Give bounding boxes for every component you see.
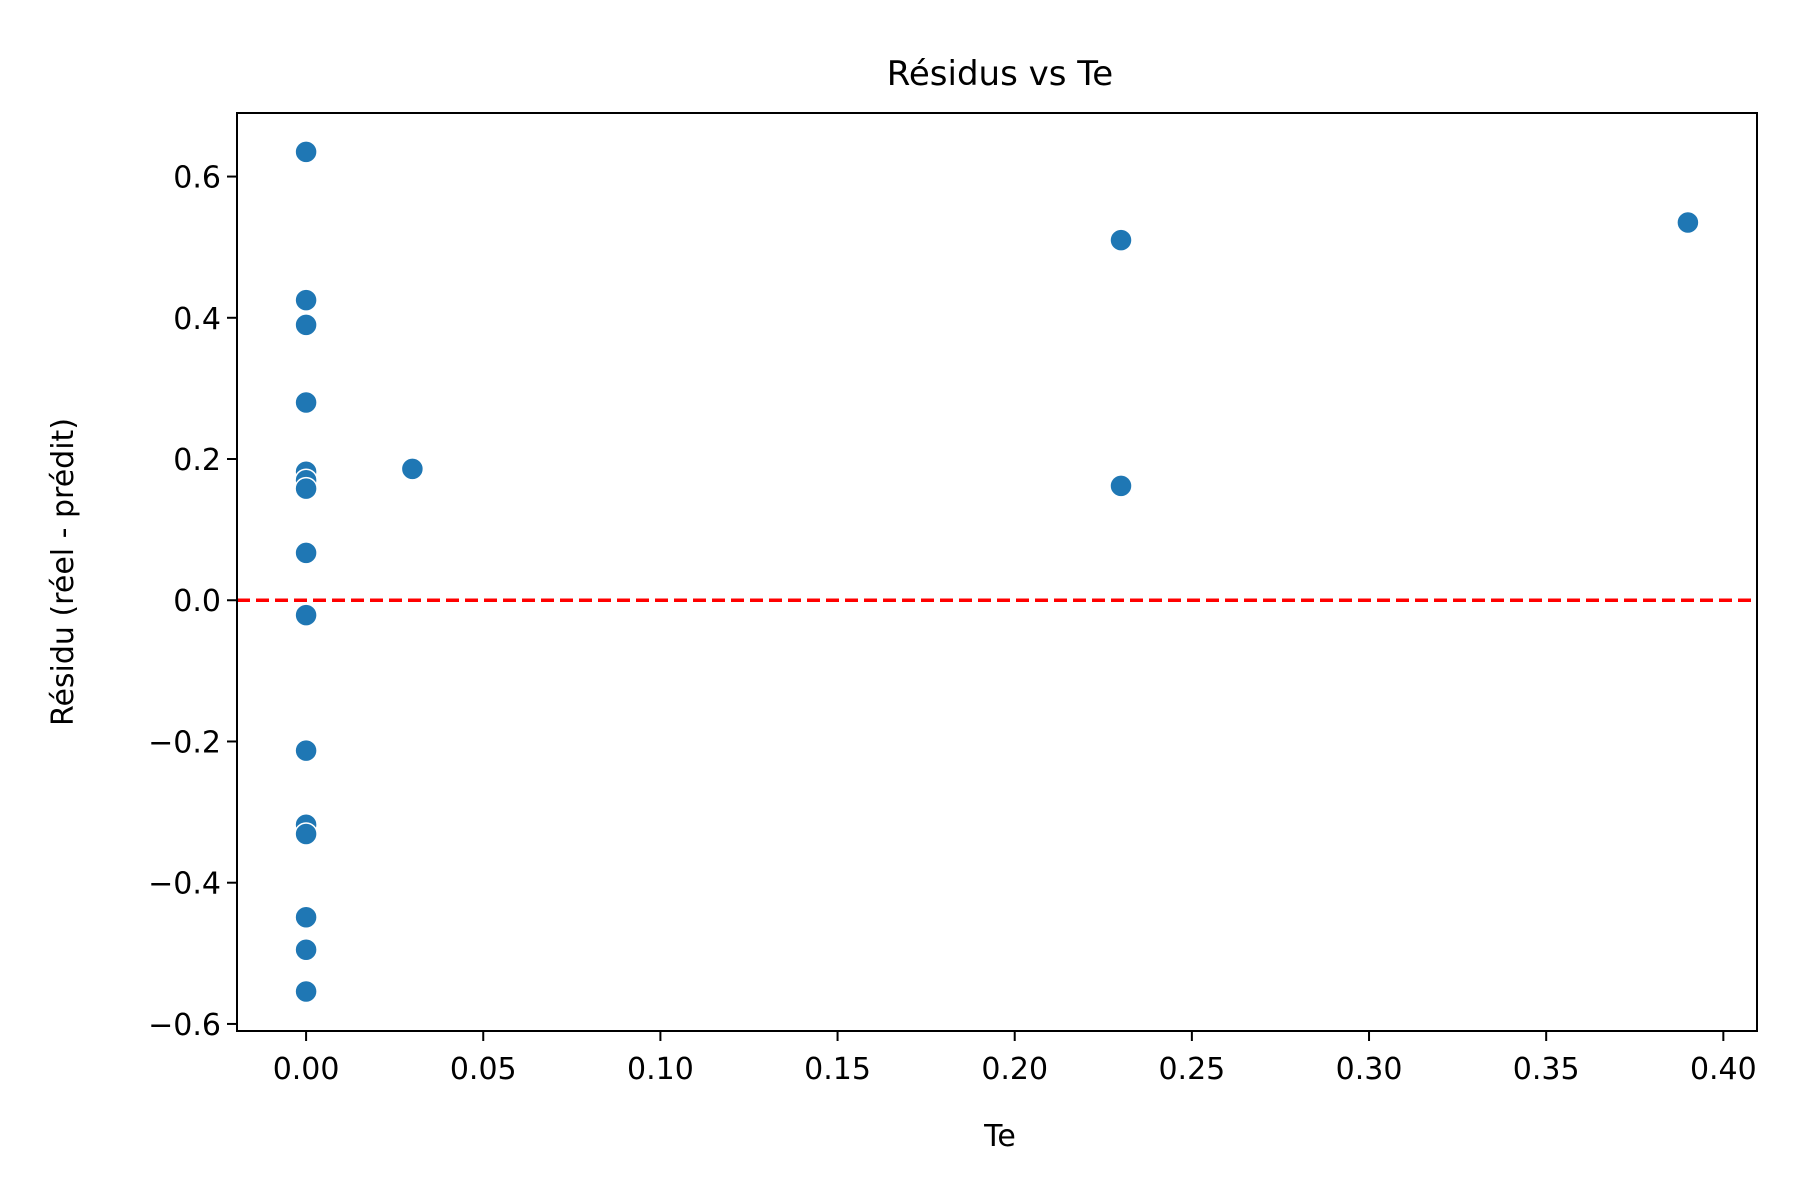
y-tick-label: −0.4 — [148, 867, 221, 902]
scatter-point — [1676, 210, 1700, 235]
scatter-point — [294, 288, 318, 312]
scatter-point — [294, 541, 318, 565]
chart-title: Résidus vs Te — [887, 54, 1113, 94]
scatter-point — [294, 738, 318, 763]
scatter-point — [294, 979, 318, 1004]
x-tick-label: 0.10 — [627, 1052, 694, 1087]
scatter-point — [1109, 228, 1133, 252]
scatter-point — [294, 390, 318, 415]
scatter-point — [294, 313, 318, 337]
scatter-point — [294, 603, 318, 627]
plot-frame — [236, 112, 1758, 1032]
scatter-point — [1109, 474, 1133, 498]
scatter-point — [294, 140, 318, 164]
scatter-point — [294, 938, 318, 962]
x-tick-label: 0.20 — [981, 1052, 1048, 1087]
y-tick-label: −0.2 — [148, 725, 221, 760]
x-tick-label: 0.15 — [804, 1052, 871, 1087]
y-tick-label: −0.6 — [148, 1008, 221, 1043]
x-tick-label: 0.05 — [450, 1052, 517, 1087]
scatter-point — [400, 457, 425, 481]
y-axis-label: Résidu (réel - prédit) — [46, 418, 81, 726]
x-tick-label: 0.40 — [1690, 1052, 1757, 1087]
y-tick-label: 0.4 — [173, 302, 221, 337]
x-tick-label: 0.25 — [1158, 1052, 1225, 1087]
y-tick-label: 0.2 — [173, 443, 221, 478]
scatter-point — [294, 905, 318, 930]
x-tick-label: 0.00 — [273, 1052, 340, 1087]
scatter-point — [294, 822, 318, 846]
scatter-point — [294, 476, 318, 501]
x-tick-label: 0.30 — [1336, 1052, 1403, 1087]
y-tick-label: 0.0 — [173, 584, 221, 619]
y-tick-label: 0.6 — [173, 161, 221, 196]
x-axis: 0.00 0.05 0.10 0.15 0.20 0.25 0.30 0.35 0.40 — [273, 1031, 1757, 1087]
y-axis: 0.6 0.4 0.2 0.0 −0.2 −0.4 −0.6 — [148, 161, 237, 1043]
x-tick-label: 0.35 — [1513, 1052, 1580, 1087]
x-axis-label: Te — [983, 1119, 1016, 1154]
plot-area — [236, 112, 1758, 1032]
